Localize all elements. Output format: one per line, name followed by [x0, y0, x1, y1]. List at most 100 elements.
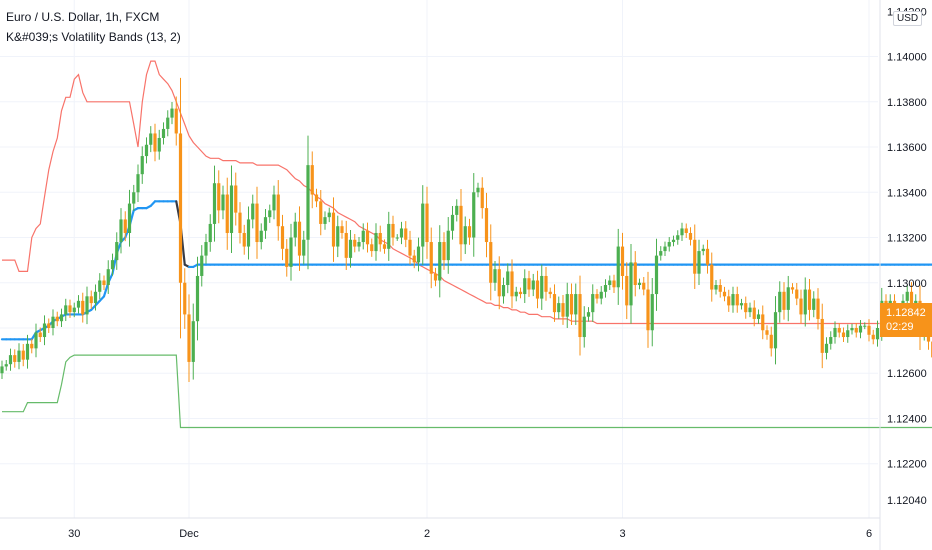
candle-body: [348, 239, 353, 258]
candle-body: [637, 282, 642, 286]
candle: [569, 283, 574, 325]
candle: [178, 77, 183, 339]
price-tick-label: 1.12600: [887, 368, 927, 380]
candle: [195, 256, 200, 341]
candle-body: [229, 185, 234, 233]
candle-body: [161, 128, 166, 138]
candle: [221, 185, 225, 220]
candle: [310, 151, 314, 209]
candle: [701, 244, 705, 256]
candle-body: [761, 314, 765, 331]
candle: [799, 289, 803, 324]
candle-body: [676, 235, 680, 240]
candle: [744, 296, 748, 319]
candle: [204, 233, 208, 264]
candle-body: [510, 271, 514, 297]
candle: [17, 343, 21, 370]
candle-body: [463, 226, 467, 245]
candle: [51, 309, 55, 336]
candle-body: [81, 300, 85, 315]
candle-body: [340, 226, 344, 233]
price-tick-label: 1.13800: [887, 97, 927, 109]
candle-body: [208, 223, 212, 243]
candle-body: [820, 318, 824, 353]
time-tick-label: Dec: [179, 528, 199, 540]
bar-countdown: 02:29: [886, 321, 914, 333]
candle: [748, 302, 752, 318]
candle-body: [17, 350, 21, 362]
candle-body: [421, 203, 425, 247]
candle: [599, 286, 603, 305]
lower-band-line: [2, 354, 932, 429]
candle: [510, 259, 514, 309]
candle-body: [816, 298, 820, 319]
candle: [803, 277, 807, 327]
candle-body: [327, 212, 331, 218]
candle-body: [72, 307, 76, 313]
candle-body: [212, 183, 217, 224]
candle: [446, 217, 450, 274]
candle: [548, 287, 552, 299]
candle: [353, 234, 357, 253]
candle-body: [178, 133, 183, 283]
candle: [115, 232, 119, 270]
candle: [854, 323, 858, 338]
candle-body: [297, 221, 302, 256]
candle-body: [166, 117, 170, 129]
candle-body: [4, 364, 8, 367]
candle: [331, 197, 336, 262]
candle-body: [744, 303, 748, 313]
candle-body: [612, 280, 616, 288]
candle-body: [778, 291, 782, 313]
candle-body: [195, 275, 200, 322]
candle-body: [603, 285, 608, 292]
candle-body: [412, 255, 416, 263]
candle-body: [578, 294, 582, 338]
candle: [582, 306, 586, 348]
candle-body: [382, 244, 387, 249]
candle: [586, 307, 591, 322]
candle: [693, 224, 697, 289]
candle-body: [765, 330, 769, 335]
candle: [365, 222, 370, 253]
candle-body: [174, 108, 178, 134]
indicator-legend[interactable]: K&#039;s Volatility Bands (13, 2): [6, 30, 181, 44]
candle: [561, 294, 565, 325]
candle-body: [773, 312, 778, 349]
candle-body: [718, 285, 722, 292]
candle: [4, 359, 8, 371]
candle-body: [646, 289, 650, 331]
candle: [285, 239, 289, 277]
candle: [217, 170, 221, 224]
candle: [871, 329, 875, 345]
candle-body: [467, 226, 472, 238]
candle-body: [705, 248, 710, 265]
candle-body: [591, 294, 595, 313]
candle-body: [459, 205, 463, 245]
candle-body: [586, 312, 591, 317]
currency-label[interactable]: USD: [893, 11, 923, 26]
candle: [476, 182, 480, 198]
candle: [412, 249, 416, 269]
candle-body: [310, 165, 314, 195]
candle-body: [251, 203, 255, 220]
candle: [727, 289, 731, 312]
candle-body: [455, 205, 459, 215]
candle-body: [824, 343, 829, 353]
symbol-legend[interactable]: Euro / U.S. Dollar, 1h, FXCM: [6, 10, 160, 24]
candle: [705, 239, 710, 274]
candle-body: [722, 291, 727, 297]
candle: [688, 227, 693, 246]
time-axis[interactable]: 30Dec23678: [68, 528, 932, 540]
candle: [501, 277, 506, 304]
candle-body: [387, 223, 391, 249]
candle: [391, 215, 395, 246]
candle-body: [370, 244, 374, 252]
candle: [650, 278, 654, 347]
candle: [472, 173, 476, 257]
candle-body: [489, 242, 493, 283]
candle: [629, 243, 633, 324]
candle: [229, 165, 234, 254]
candle: [786, 275, 790, 322]
